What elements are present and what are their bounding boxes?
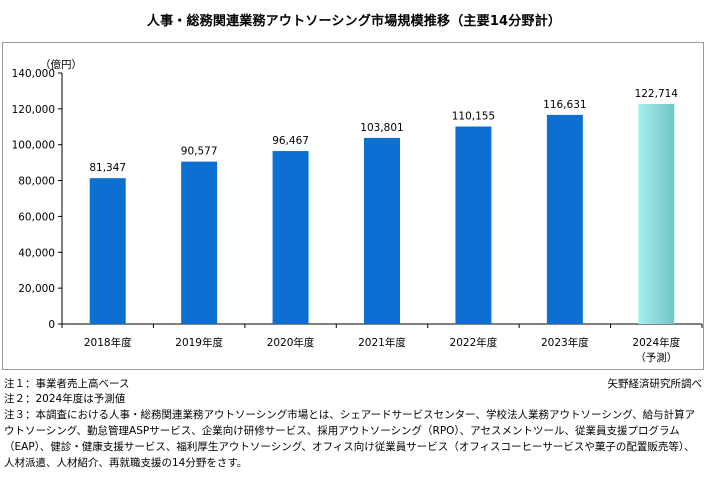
x-category-sublabel: （予測）: [635, 351, 677, 364]
x-axis: 2018年度 2019年度 2020年度 2021年度 2022年度 2023年度 2024…: [61, 323, 703, 364]
y-tick-label: 40,000: [18, 247, 55, 259]
bar-value-label: 81,347: [89, 162, 126, 174]
bar: [455, 126, 492, 325]
y-tick-label: 120,000: [12, 104, 55, 116]
source-note: 矢野経済研究所調べ: [607, 378, 703, 390]
y-tick-label: 60,000: [18, 211, 55, 223]
x-category-label: 2023年度: [541, 336, 589, 349]
bar-forecast: [638, 103, 675, 324]
x-category-label: 2018年度: [84, 336, 132, 349]
bar-value-label: 110,155: [452, 111, 495, 123]
x-category-label: 2021年度: [358, 336, 406, 349]
bar: [546, 114, 583, 324]
note-1: 注１：事業者売上高ベース: [4, 378, 130, 390]
bar: [89, 178, 126, 324]
x-category-label: 2022年度: [450, 336, 498, 349]
x-category-label: 2020年度: [267, 336, 315, 349]
x-category-label: 2019年度: [175, 336, 223, 349]
note-2: 注２：2024年度は予測値: [4, 393, 126, 405]
chart-title: 人事・総務関連業務アウトソーシング市場規模推移（主要14分野計）: [146, 14, 562, 29]
bar-value-label: 103,801: [360, 122, 403, 134]
bar-value-label: 116,631: [543, 99, 586, 111]
bar-value-label: 96,467: [272, 135, 309, 147]
x-category-label: 2024年度: [632, 336, 680, 349]
bar-value-label: 122,714: [635, 88, 679, 100]
y-unit-label: （億円）: [40, 58, 82, 71]
bar: [272, 151, 309, 324]
bar: [364, 137, 400, 324]
bars: 81,347 90,577 96,467 103,801 110,155 116,631 1…: [89, 88, 679, 325]
y-tick-label: 0: [48, 319, 55, 331]
y-axis: 0 20,000 40,000 60,000 80,000 100,000 120,000 1…: [12, 68, 63, 331]
y-tick-label: 100,000: [12, 140, 55, 152]
bar-value-label: 90,577: [181, 146, 218, 158]
note-3: 注３：本調査における人事・総務関連業務アウトソーシング市場とは、シェアードサービ…: [4, 409, 696, 469]
y-tick-label: 80,000: [18, 176, 55, 188]
y-tick-label: 20,000: [18, 283, 55, 295]
bar: [181, 161, 218, 324]
y-tick-label: 140,000: [12, 68, 55, 80]
